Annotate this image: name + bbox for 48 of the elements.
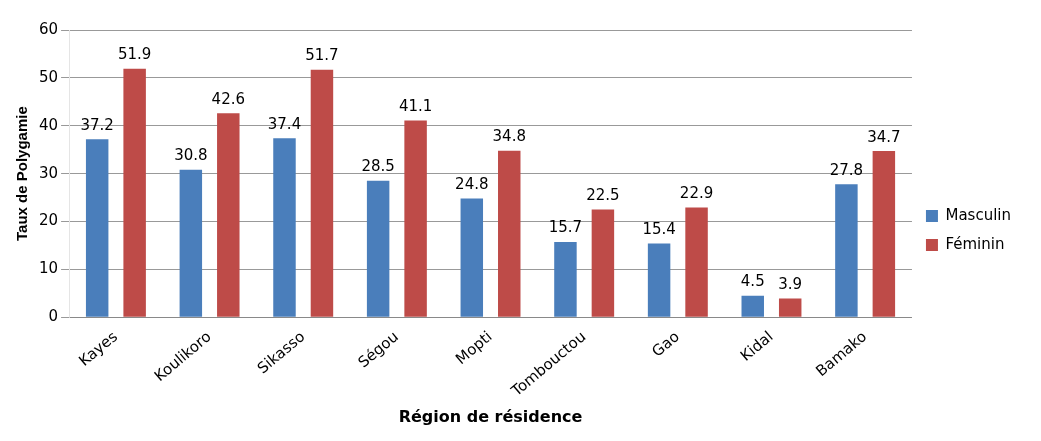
bar xyxy=(778,298,802,317)
y-tick-label: 30 xyxy=(38,163,59,182)
data-label: 22.5 xyxy=(586,185,620,204)
data-label: 42.6 xyxy=(211,89,245,108)
bar xyxy=(404,120,427,317)
legend-label: Masculin xyxy=(945,205,1011,224)
bar xyxy=(685,207,708,317)
data-label: 28.5 xyxy=(361,157,395,176)
data-label: 30.8 xyxy=(174,146,208,165)
bar xyxy=(460,198,484,317)
bar xyxy=(498,150,521,317)
data-label: 4.5 xyxy=(740,272,765,291)
bar xyxy=(872,151,896,317)
bar xyxy=(366,180,390,317)
data-label: 51.9 xyxy=(117,45,152,64)
bar xyxy=(835,184,858,317)
y-axis-title: Taux de Polygamie xyxy=(13,106,31,242)
bar xyxy=(591,209,615,317)
bar xyxy=(273,138,296,317)
data-label: 34.7 xyxy=(867,127,901,146)
y-tick-label: 60 xyxy=(38,19,59,38)
x-tick-label: Gao xyxy=(648,327,683,361)
data-label: 37.2 xyxy=(80,115,114,134)
data-label: 24.8 xyxy=(455,174,489,193)
data-label: 37.4 xyxy=(267,114,302,133)
data-label: 15.7 xyxy=(548,218,583,237)
bar xyxy=(179,169,203,317)
y-tick-label: 50 xyxy=(38,67,59,86)
y-tick-label: 40 xyxy=(38,115,59,134)
x-axis-title: Région de résidence xyxy=(398,406,583,426)
y-tick-label: 20 xyxy=(38,211,59,230)
y-tick-label: 10 xyxy=(38,259,59,278)
bar xyxy=(310,69,334,317)
y-tick-label: 0 xyxy=(48,307,59,326)
data-label: 51.7 xyxy=(305,46,339,65)
bar xyxy=(217,113,240,317)
bar xyxy=(123,68,146,317)
data-label: 27.8 xyxy=(829,160,864,179)
data-label: 34.8 xyxy=(492,127,526,146)
bar xyxy=(741,295,764,317)
data-label: 22.9 xyxy=(679,184,714,203)
data-label: 3.9 xyxy=(778,274,803,293)
legend-label: Féminin xyxy=(945,234,1005,253)
bar xyxy=(647,243,671,317)
data-label: 15.4 xyxy=(642,219,676,238)
data-label: 41.1 xyxy=(398,96,433,115)
bar xyxy=(554,242,577,317)
bar xyxy=(85,139,109,317)
